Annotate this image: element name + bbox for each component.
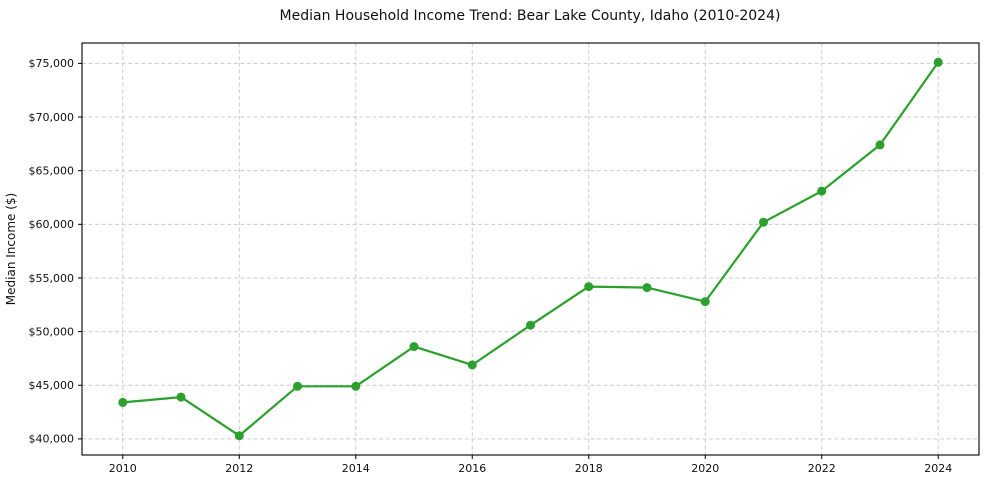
x-tick-label: 2022 xyxy=(808,462,836,475)
x-tick-label: 2012 xyxy=(225,462,253,475)
data-point-marker xyxy=(642,283,652,293)
x-tick-label: 2010 xyxy=(109,462,137,475)
data-point-marker xyxy=(293,381,302,391)
y-tick-label: $60,000 xyxy=(29,218,75,231)
data-point-marker xyxy=(409,342,419,352)
x-tick-label: 2020 xyxy=(691,462,719,475)
data-point-marker xyxy=(467,360,477,370)
data-point-marker xyxy=(526,320,535,330)
data-point-marker xyxy=(584,282,594,292)
x-tick-label: 2024 xyxy=(924,462,952,475)
axis-layer: 2010 2012 2014 2016 2018 2020 2022 2024 $40,000 $… xyxy=(29,42,980,475)
y-tick-label: $45,000 xyxy=(29,379,75,392)
y-tick-label: $70,000 xyxy=(29,111,75,124)
data-point-marker xyxy=(759,217,768,227)
data-point-marker xyxy=(234,431,244,441)
x-tick-label: 2016 xyxy=(458,462,486,475)
plot-border xyxy=(81,42,980,456)
data-point-marker xyxy=(817,186,827,196)
data-point-marker xyxy=(700,297,710,307)
x-tick-label: 2014 xyxy=(342,462,370,475)
y-tick-label: $40,000 xyxy=(29,433,75,446)
data-point-marker xyxy=(176,392,186,402)
chart-title: Median Household Income Trend: Bear Lake… xyxy=(280,8,781,24)
data-point-marker xyxy=(933,57,943,67)
data-point-marker xyxy=(118,397,128,407)
y-tick-label: $50,000 xyxy=(29,325,75,338)
x-tick-label: 2018 xyxy=(575,462,603,475)
y-axis-label: Median Income ($) xyxy=(4,193,18,305)
data-series-layer xyxy=(118,57,943,441)
data-point-marker xyxy=(875,140,885,150)
grid-layer xyxy=(82,43,979,455)
y-tick-label: $55,000 xyxy=(29,272,75,285)
income-trend-line xyxy=(121,61,940,437)
y-tick-label: $75,000 xyxy=(29,57,75,70)
data-point-marker xyxy=(351,381,361,391)
y-tick-label: $65,000 xyxy=(29,164,75,177)
